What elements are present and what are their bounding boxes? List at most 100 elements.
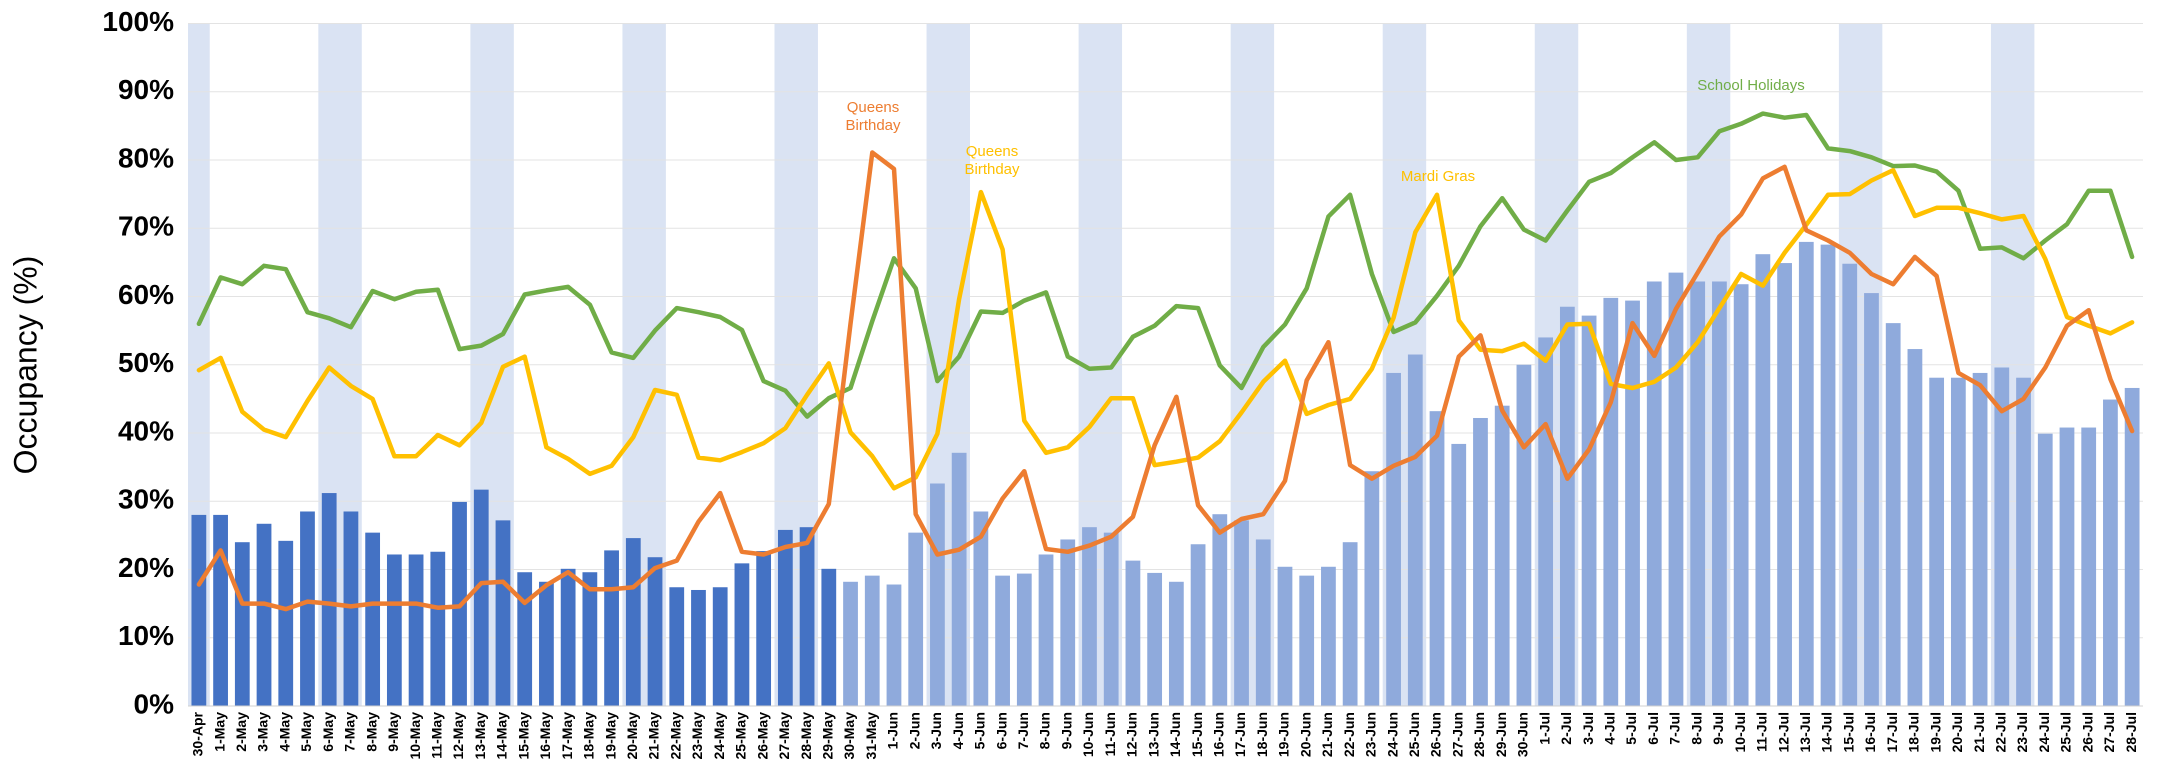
x-tick-label: 9-Jul [1710,712,1726,745]
bar [1082,527,1097,706]
bar [386,554,402,706]
bar [191,514,207,706]
x-tick-label: 29-May [820,712,836,760]
x-tick-label: 3-May [255,712,271,752]
bar [1451,443,1467,706]
y-tick-label: 80% [118,142,174,173]
x-tick-label: 16-Jun [1211,712,1227,757]
bar [1494,405,1510,706]
bar [539,581,554,706]
bar [1125,560,1141,706]
x-tick-label: 3-Jul [1580,712,1596,745]
bar [1603,297,1619,706]
bar [2037,433,2053,706]
bar [691,589,706,706]
annotation: Birthday [845,117,901,134]
x-tick-label: 23-May [689,712,705,760]
x-tick-label: 18-Jun [1254,712,1270,757]
x-tick-label: 12-May [450,712,466,760]
x-tick-label: 5-May [298,712,314,752]
line-series [196,111,2135,419]
x-tick-label: 10-May [407,712,423,760]
y-tick-label: 100% [102,6,174,37]
x-tick-label: 26-Jul [2079,712,2095,752]
bar [1777,263,1792,706]
x-tick-label: 30-Jun [1515,712,1531,757]
x-tick-label: 27-Jun [1449,712,1465,757]
x-tick-label: 2-May [233,712,249,752]
x-tick-label: 11-Jul [1754,712,1770,752]
x-tick-label: 23-Jun [1363,712,1379,757]
bar [1234,520,1249,706]
bar [1538,337,1554,706]
y-tick-label: 10% [118,620,174,651]
bar [777,529,793,706]
bar [1907,349,1923,706]
x-tick-label: 8-Jul [1688,712,1704,745]
x-tick-label: 22-Jun [1341,712,1357,757]
bar [1342,542,1358,706]
x-tick-label: 28-Jul [2123,712,2139,752]
x-tick-label: 30-Apr [190,711,206,756]
x-tick-label: 26-May [754,712,770,760]
x-tick-label: 27-Jul [2101,712,2117,752]
y-tick-label: 50% [118,347,174,378]
bar [756,551,772,706]
y-tick-label: 70% [118,211,174,242]
x-tick-label: 16-May [537,712,553,760]
bar [1321,566,1336,706]
y-axis-label: Occupancy (%) [7,256,43,475]
bar [1168,581,1184,706]
x-tick-label: 9-Jun [1058,712,1074,749]
x-tick-label: 24-Jun [1384,712,1400,757]
x-tick-label: 7-Jul [1667,712,1683,745]
x-tick-label: 26-Jun [1428,712,1444,757]
x-tick-label: 5-Jul [1623,712,1639,745]
bar [843,581,858,706]
x-tick-label: 30-May [841,712,857,760]
bar [908,532,924,706]
x-tick-label: 6-May [320,712,336,752]
x-tick-label: 13-May [472,712,488,760]
bar [2016,377,2031,706]
x-tick-label: 17-Jul [1884,712,1900,752]
bar [495,520,511,706]
bar [1820,244,1836,706]
x-tick-label: 6-Jun [993,712,1009,749]
annotation: Birthday [964,161,1020,178]
bar [278,540,294,706]
x-tick-label: 5-Jun [972,712,988,749]
bar [1147,572,1163,706]
x-tick-label: 7-May [342,712,358,752]
bar [234,542,250,706]
bar [1473,417,1488,706]
x-tick-label: 25-May [733,712,749,760]
x-tick-label: 9-May [385,712,401,752]
bar [1994,367,2010,706]
bar [560,568,576,706]
x-tick-label: 19-May [602,712,618,760]
x-tick-label: 17-May [559,712,575,760]
x-tick-label: 12-Jun [1124,712,1140,757]
bar [473,489,489,706]
bar [1299,575,1315,706]
x-tick-label: 7-Jun [1015,712,1031,749]
x-tick-label: 2-Jul [1558,712,1574,745]
bar [1668,272,1684,706]
bar [2081,427,2097,706]
x-tick-label: 24-Jul [2036,712,2052,752]
x-tick-label: 19-Jun [1276,712,1292,757]
bar [951,452,967,706]
x-tick-label: 6-Jul [1645,712,1661,745]
y-tick-label: 60% [118,279,174,310]
line-series [196,150,2135,612]
x-tick-label: 25-Jun [1406,712,1422,757]
bar [1212,514,1228,706]
bar [1864,293,1879,706]
bar [2103,399,2118,706]
bar [517,572,533,706]
bar [1429,411,1445,706]
x-tick-label: 22-Jul [1993,712,2009,752]
x-tick-label: 11-Jun [1102,712,1118,756]
